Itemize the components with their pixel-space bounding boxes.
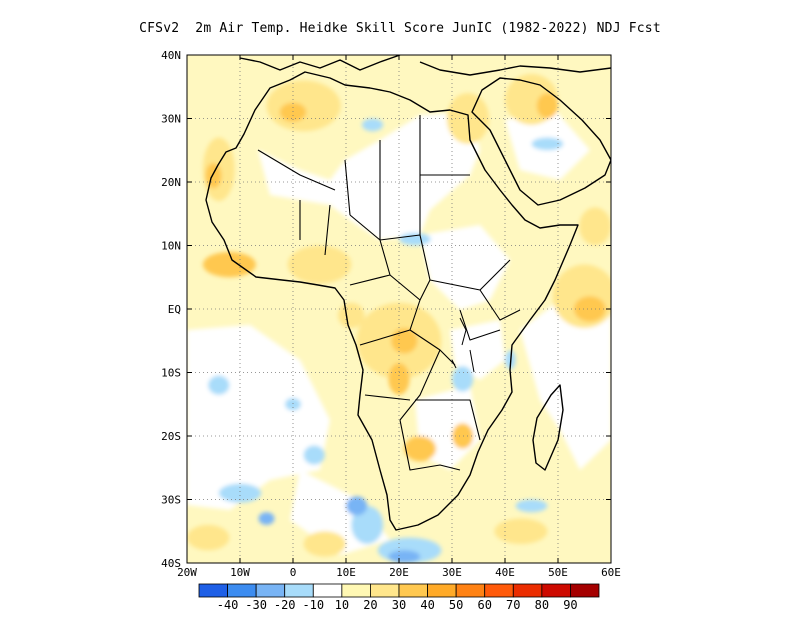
shading-blob-4	[202, 251, 256, 278]
shading-blob-25	[208, 375, 230, 395]
colorbar-label-12: 90	[563, 598, 577, 612]
x-tick-label-3: 10E	[336, 566, 356, 579]
shading-blob-29	[452, 366, 474, 392]
africa-coastline	[205, 71, 579, 531]
colorbar-label-10: 70	[506, 598, 520, 612]
colorbar-label-9: 60	[477, 598, 491, 612]
y-tick-label-2: 20N	[161, 176, 181, 189]
shading-blob-9	[338, 302, 365, 329]
colorbar-label-8: 50	[449, 598, 463, 612]
mediterranean-north-coast	[239, 55, 611, 76]
shading-blob-1	[279, 102, 307, 122]
colorbar-label-6: 30	[392, 598, 406, 612]
y-tick-label-3: 10N	[161, 240, 181, 253]
shading-blob-33	[258, 512, 275, 525]
low-skill-area-indian-ocean	[520, 300, 611, 470]
colorbar-label-7: 40	[420, 598, 434, 612]
y-tick-label-8: 40S	[161, 557, 181, 570]
y-tick-label-0: 40N	[161, 49, 181, 62]
colorbar-swatch-8	[427, 583, 457, 598]
great-lakes	[451, 317, 475, 373]
colorbar-label-1: -30	[245, 598, 267, 612]
coastlines-and-borders	[205, 55, 611, 531]
shading-blob-24	[388, 550, 421, 563]
colorbar-swatch-3	[284, 583, 314, 598]
axes: 20W 10W 0 10E 20E 30E 40E 50E 60E 40N 30N 20N 10N EQ 1…	[161, 49, 621, 579]
shading-blob-20	[494, 518, 548, 544]
shading-blob-13	[573, 296, 606, 322]
colorbar-label-5: 20	[363, 598, 377, 612]
colorbar-label-2: -20	[274, 598, 296, 612]
x-tick-label-1: 10W	[230, 566, 250, 579]
shading-blob-14	[579, 207, 611, 246]
shading-blob-18	[187, 524, 230, 551]
x-tick-label-0: 20W	[177, 566, 197, 579]
map-title: CFSv2 2m Air Temp. Heidke Skill Score Ju…	[139, 21, 661, 36]
colorbar-swatch-11	[512, 583, 543, 598]
colorbar-swatch-4	[312, 583, 343, 598]
country-borders	[257, 115, 521, 471]
colorbar-swatch-1	[227, 583, 257, 598]
shading-blob-11	[452, 423, 474, 449]
arabia-coastline	[471, 77, 611, 206]
y-tick-label-6: 20S	[161, 430, 181, 443]
colorbar-swatch-12	[541, 583, 571, 598]
low-skill-area-east	[450, 320, 505, 380]
x-tick-label-5: 30E	[442, 566, 462, 579]
shading-blob-27	[218, 483, 262, 503]
y-tick-label-4: EQ	[168, 303, 181, 316]
shading-blob-28	[399, 232, 431, 246]
colorbar-swatch-10	[484, 583, 514, 598]
colorbar-swatch-13	[570, 583, 600, 598]
x-tick-label-2: 0	[290, 566, 297, 579]
shading-blob-0	[266, 80, 341, 132]
x-tick-label-4: 20E	[389, 566, 409, 579]
y-tick-label-5: 10S	[161, 367, 181, 380]
colorbar-label-11: 80	[535, 598, 549, 612]
shading-blob-22	[346, 496, 368, 516]
colorbar-swatch-0	[198, 583, 228, 598]
x-tick-label-7: 50E	[548, 566, 568, 579]
low-skill-area-central	[420, 225, 510, 310]
shading-blob-8	[388, 362, 410, 395]
madagascar-coastline	[532, 384, 564, 471]
shading-blob-30	[361, 118, 384, 132]
shading-blob-26	[285, 397, 301, 411]
shading-blob-35	[531, 137, 564, 151]
colorbar-swatch-5	[341, 583, 371, 598]
colorbar-swatch-6	[370, 583, 400, 598]
colorbar-label-3: -10	[302, 598, 324, 612]
shading-blob-19	[303, 531, 346, 557]
shading-blob-3	[205, 162, 222, 189]
shading-blob-5	[287, 245, 352, 284]
skill-score-shading	[187, 74, 611, 563]
shading-blob-10	[404, 436, 437, 462]
colorbar: -40 -30 -20 -10 10 20 30 40 50 60 70 80 90	[198, 583, 600, 612]
shading-blob-34	[303, 445, 325, 465]
colorbar-swatch-9	[455, 583, 486, 598]
y-tick-label-7: 30S	[161, 494, 181, 507]
y-tick-label-1: 30N	[161, 113, 181, 126]
x-tick-label-8: 60E	[601, 566, 621, 579]
shading-blob-17	[536, 93, 559, 119]
colorbar-label-0: -40	[217, 598, 239, 612]
colorbar-swatch-2	[255, 583, 286, 598]
low-skill-area-atlantic	[187, 325, 330, 510]
colorbar-swatch-7	[398, 583, 428, 598]
shading-blob-7	[391, 328, 418, 354]
x-tick-label-6: 40E	[495, 566, 515, 579]
shading-blob-21	[351, 505, 384, 544]
colorbar-label-4: 10	[335, 598, 349, 612]
shading-blob-32	[515, 499, 548, 513]
low-skill-area-sahara	[258, 112, 480, 240]
